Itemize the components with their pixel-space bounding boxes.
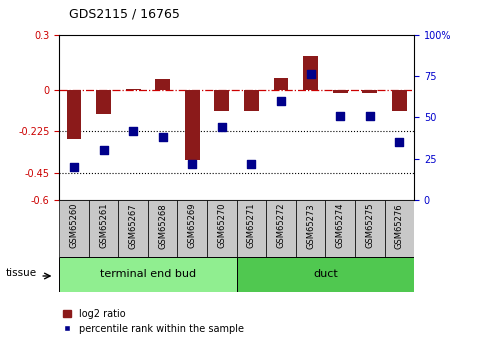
Bar — [177, 200, 207, 257]
Bar — [96, 90, 111, 114]
Bar — [89, 200, 118, 257]
Text: GSM65270: GSM65270 — [217, 203, 226, 248]
Point — [188, 161, 196, 166]
Bar — [237, 200, 266, 257]
Text: GSM65269: GSM65269 — [188, 203, 197, 248]
Text: GSM65268: GSM65268 — [158, 203, 167, 248]
Bar — [185, 90, 200, 160]
Point — [70, 164, 78, 170]
Point — [366, 113, 374, 118]
Bar — [274, 78, 288, 90]
Point — [159, 135, 167, 140]
Text: GSM65260: GSM65260 — [70, 203, 78, 248]
Bar — [126, 89, 141, 90]
Text: GSM65272: GSM65272 — [277, 203, 285, 248]
Bar — [207, 200, 237, 257]
Point — [336, 113, 344, 118]
Bar — [67, 90, 81, 139]
Bar — [59, 257, 237, 292]
Text: GSM65276: GSM65276 — [395, 203, 404, 248]
Text: duct: duct — [313, 269, 338, 279]
Point — [395, 139, 403, 145]
Text: terminal end bud: terminal end bud — [100, 269, 196, 279]
Text: GSM65271: GSM65271 — [247, 203, 256, 248]
Legend: log2 ratio, percentile rank within the sample: log2 ratio, percentile rank within the s… — [60, 305, 248, 338]
Point — [218, 125, 226, 130]
Bar — [362, 90, 377, 93]
Point — [129, 128, 137, 133]
Bar — [155, 79, 170, 90]
Bar — [325, 200, 355, 257]
Bar — [392, 90, 407, 111]
Text: GSM65267: GSM65267 — [129, 203, 138, 248]
Text: GDS2115 / 16765: GDS2115 / 16765 — [69, 8, 180, 21]
Point — [247, 161, 255, 166]
Bar — [385, 200, 414, 257]
Bar — [244, 90, 259, 111]
Bar — [237, 257, 414, 292]
Bar — [59, 200, 89, 257]
Bar — [303, 56, 318, 90]
Bar — [118, 200, 148, 257]
Bar — [214, 90, 229, 111]
Bar — [355, 200, 385, 257]
Bar — [148, 200, 177, 257]
Text: GSM65275: GSM65275 — [365, 203, 374, 248]
Bar — [296, 200, 325, 257]
Text: tissue: tissue — [6, 268, 37, 277]
Text: GSM65274: GSM65274 — [336, 203, 345, 248]
Bar — [266, 200, 296, 257]
Point — [307, 71, 315, 77]
Text: GSM65273: GSM65273 — [306, 203, 315, 248]
Bar — [333, 90, 348, 93]
Text: GSM65261: GSM65261 — [99, 203, 108, 248]
Point — [100, 148, 107, 153]
Point — [277, 98, 285, 104]
